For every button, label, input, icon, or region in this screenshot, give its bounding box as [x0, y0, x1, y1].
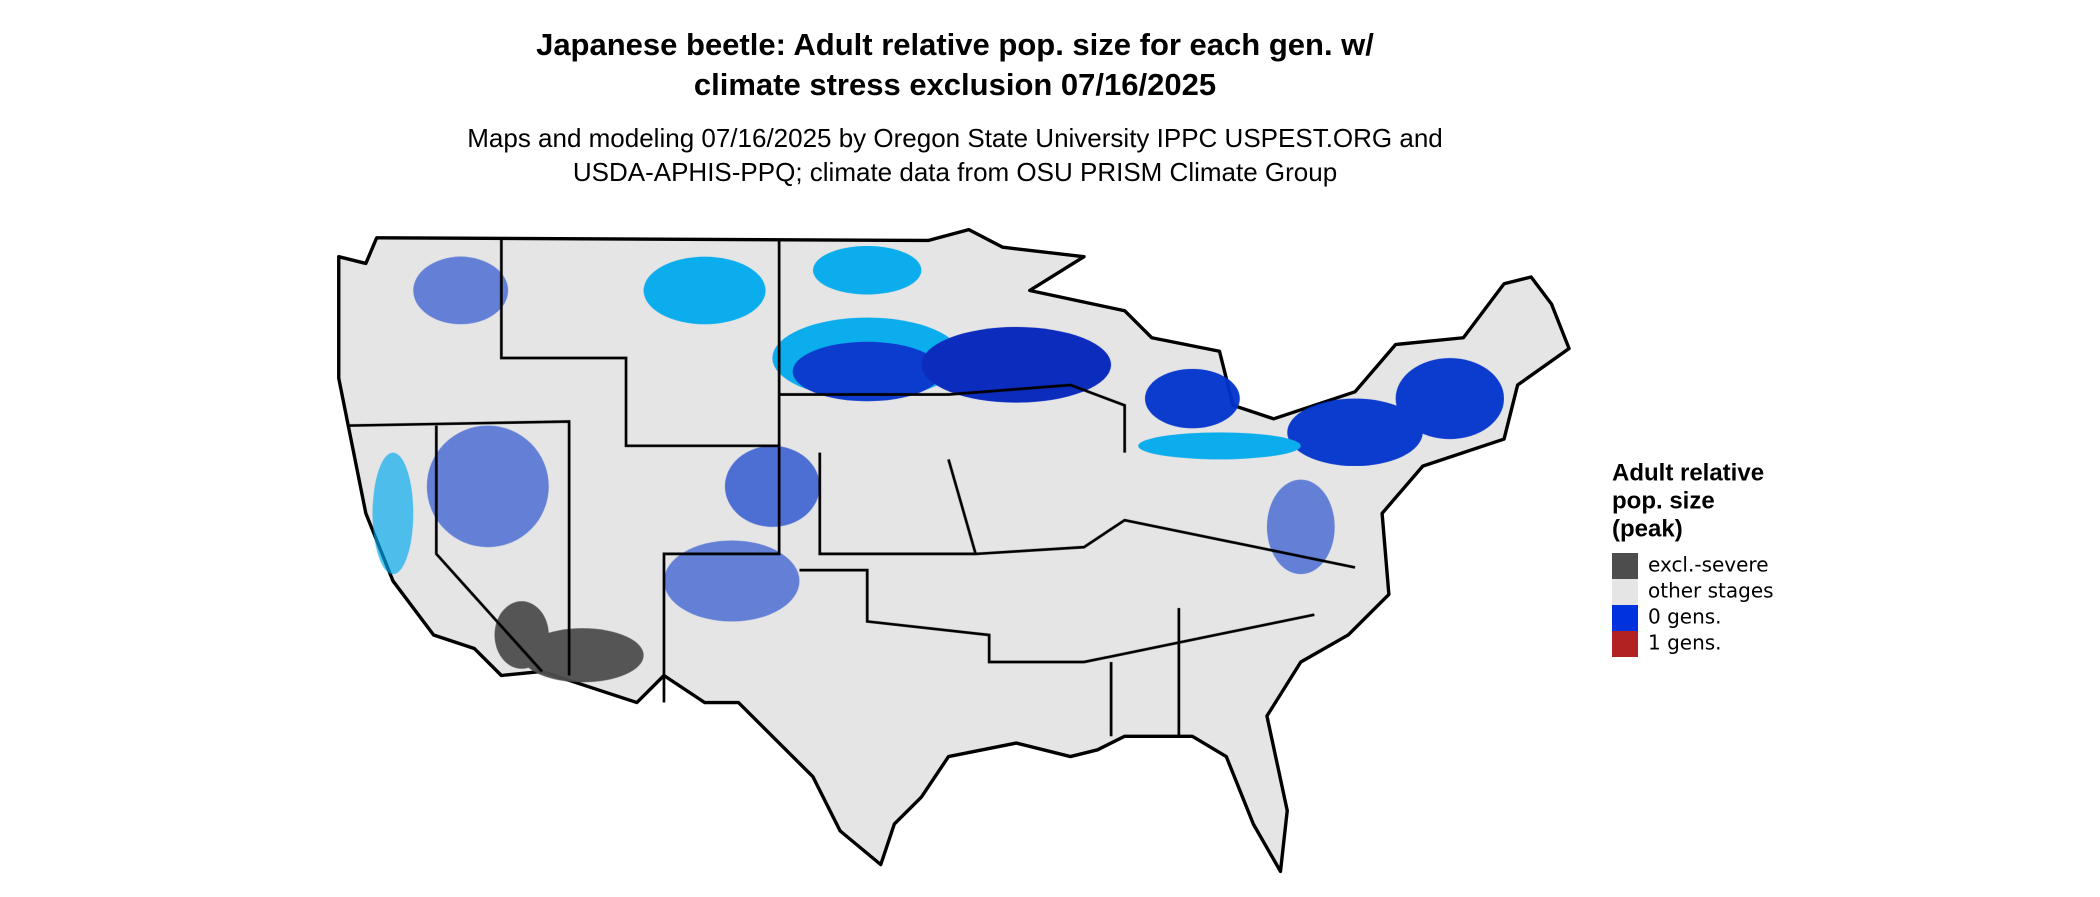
area	[1287, 398, 1423, 467]
model-areas	[372, 245, 1505, 683]
state-line	[799, 568, 1315, 664]
excluded-area	[521, 628, 644, 683]
legend-label: 1 gens.	[1648, 631, 1722, 655]
area	[643, 256, 766, 325]
state-line	[499, 237, 781, 703]
state-line	[777, 240, 1127, 453]
legend-title: Adult relative	[1612, 459, 1764, 486]
legend-label: other stages	[1648, 579, 1774, 603]
state-line	[818, 452, 1356, 569]
us-outline	[337, 227, 1571, 874]
excluded-area	[494, 601, 549, 669]
legend-title: (peak)	[1612, 515, 1683, 542]
state-line	[947, 458, 1181, 737]
legend-swatch	[1612, 631, 1638, 657]
subtitle-line: USDA-APHIS-PPQ; climate data from OSU PR…	[573, 157, 1337, 187]
area	[1144, 368, 1240, 429]
area	[413, 256, 509, 325]
area	[792, 341, 942, 402]
area	[372, 452, 414, 575]
legend-swatch	[1612, 605, 1638, 631]
area	[1395, 358, 1505, 440]
title-line: Japanese beetle: Adult relative pop. siz…	[536, 27, 1374, 62]
state-line	[349, 420, 571, 676]
area	[663, 540, 800, 622]
area	[426, 425, 549, 548]
legend-swatch	[1612, 553, 1638, 579]
legend-label: 0 gens.	[1648, 605, 1722, 629]
legend-title: pop. size	[1612, 487, 1715, 514]
state-lines	[349, 237, 1356, 737]
titles: Japanese beetle: Adult relative pop. siz…	[467, 27, 1443, 187]
area	[813, 245, 922, 295]
subtitle-line: Maps and modeling 07/16/2025 by Oregon S…	[467, 123, 1443, 153]
area	[1138, 432, 1301, 460]
legend-swatch	[1612, 579, 1638, 605]
legend-label: excl.-severe	[1648, 553, 1769, 577]
us-map	[337, 227, 1571, 874]
title-line: climate stress exclusion 07/16/2025	[694, 67, 1216, 102]
area	[724, 445, 820, 527]
area	[921, 326, 1112, 403]
area	[1266, 479, 1335, 575]
